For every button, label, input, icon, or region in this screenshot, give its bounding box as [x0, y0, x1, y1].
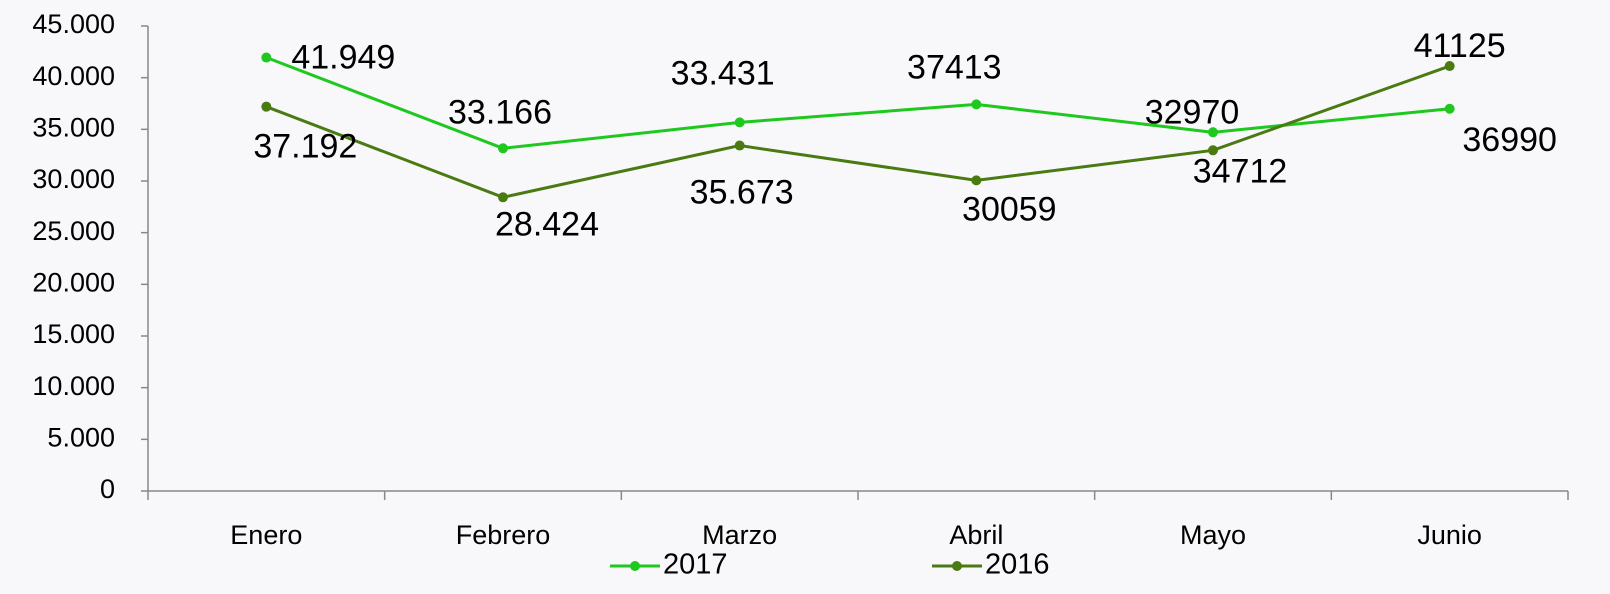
y-tick-label: 30.000 [32, 164, 115, 194]
data-label: 37.192 [253, 128, 357, 166]
y-tick-label: 10.000 [32, 371, 115, 401]
x-tick-label: Marzo [702, 520, 777, 550]
data-label: 37413 [907, 48, 1002, 86]
data-label: 34712 [1193, 152, 1288, 190]
data-label: 33.166 [448, 93, 552, 131]
legend-marker [630, 561, 640, 571]
y-tick-label: 15.000 [32, 319, 115, 349]
point [1444, 103, 1455, 114]
legend-marker [952, 561, 962, 571]
x-tick-label: Febrero [456, 520, 551, 550]
data-label: 30059 [962, 190, 1057, 228]
legend-label: 2017 [663, 549, 728, 581]
point [261, 52, 272, 63]
point [1208, 127, 1218, 138]
y-tick-label: 45.000 [32, 9, 115, 39]
y-tick-label: 5.000 [47, 422, 115, 452]
y-tick-label: 35.000 [32, 112, 115, 142]
point [498, 192, 508, 203]
y-tick-label: 25.000 [32, 216, 115, 246]
data-label: 35.673 [690, 173, 794, 211]
point [734, 140, 745, 151]
point [498, 143, 508, 154]
series-line [265, 64, 1451, 199]
x-tick-label: Enero [230, 520, 302, 550]
y-tick-label: 20.000 [32, 267, 115, 297]
x-tick-label: Junio [1417, 520, 1482, 550]
point [971, 175, 982, 186]
series-line [265, 56, 1450, 150]
point [971, 99, 982, 110]
point [1208, 145, 1218, 156]
x-tick-label: Mayo [1180, 520, 1246, 550]
y-tick-label: 40.000 [32, 61, 115, 91]
point [734, 117, 745, 128]
point [261, 101, 272, 112]
legend-label: 2016 [985, 549, 1050, 581]
data-label: 41125 [1414, 27, 1506, 65]
data-label: 36990 [1462, 121, 1557, 159]
data-label: 28.424 [495, 205, 599, 243]
data-label: 33.431 [671, 55, 775, 93]
x-tick-label: Abril [949, 520, 1003, 550]
y-tick-label: 0 [100, 474, 115, 504]
data-label: 32970 [1145, 93, 1240, 131]
data-label: 41.949 [291, 39, 395, 77]
point [1444, 61, 1455, 72]
